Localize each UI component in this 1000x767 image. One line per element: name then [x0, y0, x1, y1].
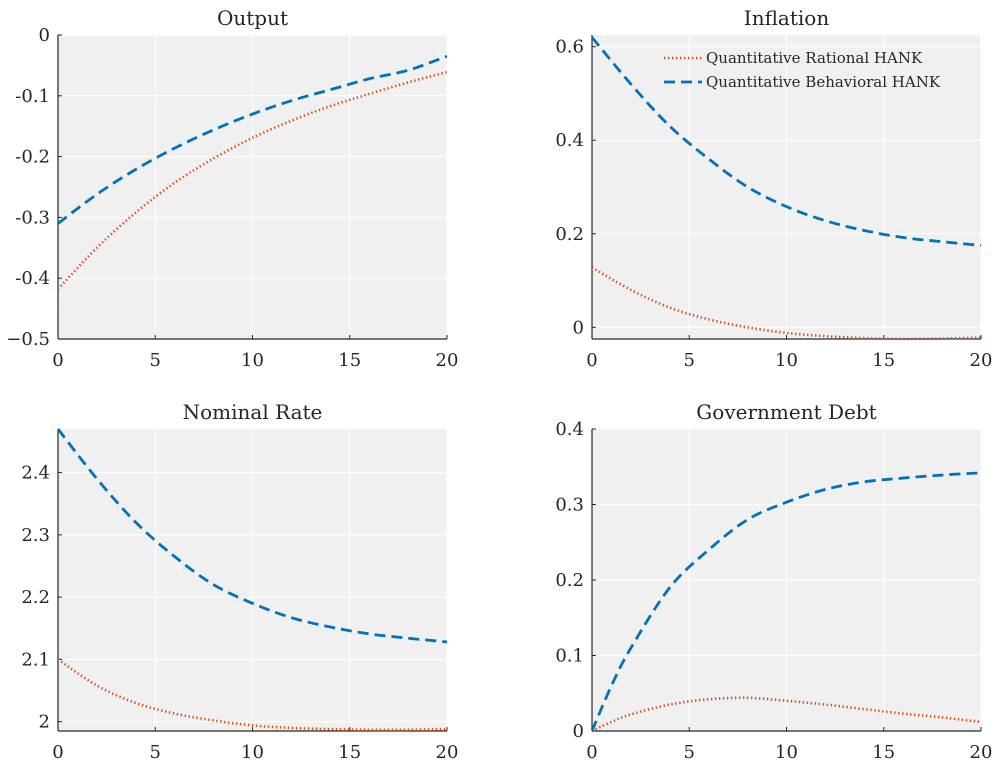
y-tick-label: 0 [573, 721, 584, 742]
x-tick-label: 10 [241, 350, 264, 371]
y-tick-label: -0.2 [15, 147, 50, 168]
x-tick-label: 5 [684, 742, 695, 763]
series-line-quantitative-rational-hank [58, 70, 447, 291]
y-tick-label: 2 [39, 712, 50, 733]
x-tick-label: 0 [586, 350, 597, 371]
x-tick-label: 10 [775, 350, 798, 371]
y-tick-label: 2.1 [21, 649, 50, 670]
chart-title: Nominal Rate [183, 400, 323, 424]
y-tick-label: 0.3 [555, 495, 584, 516]
y-tick-label: 0 [573, 317, 584, 338]
y-tick-label: 0.2 [555, 224, 584, 245]
subplot-2: 0 5 10 15 20 0 0.2 0.4 0.6 Inflation Quantitative … [555, 6, 992, 371]
x-tick-label: 0 [52, 350, 63, 371]
x-tick-label: 5 [684, 350, 695, 371]
x-tick-label: 20 [970, 742, 993, 763]
y-tick-label: 0.6 [555, 37, 584, 58]
series-line-quantitative-behavioral-hank [58, 428, 447, 644]
chart-title: Government Debt [696, 400, 876, 424]
legend-label: Quantitative Behavioral HANK [706, 73, 941, 91]
series-line-quantitative-behavioral-hank [592, 36, 981, 247]
y-tick-label: 2.2 [21, 587, 50, 608]
series-line-quantitative-rational-hank [592, 696, 981, 733]
y-tick-label: 0.4 [555, 419, 584, 440]
x-tick-label: 20 [436, 742, 459, 763]
chart-title: Output [217, 6, 288, 30]
y-tick-label: 0.2 [555, 570, 584, 591]
x-tick-label: 0 [586, 742, 597, 763]
subplot-1: 0 5 10 15 20 −0.5 -0.4 -0.3 -0.2 -0.1 0 Output [6, 6, 458, 371]
x-tick-label: 15 [872, 742, 895, 763]
y-tick-label: 2.4 [21, 463, 50, 484]
series-line-quantitative-rational-hank [58, 658, 447, 732]
legend-label: Quantitative Rational HANK [706, 49, 923, 67]
x-tick-label: 10 [775, 742, 798, 763]
x-tick-label: 15 [338, 742, 361, 763]
subplot-4: 0 5 10 15 20 0 0.1 0.2 0.3 0.4 Government Debt [555, 400, 992, 763]
x-tick-label: 15 [872, 350, 895, 371]
legend: Quantitative Rational HANK Quantitative B… [664, 49, 941, 91]
chart-title: Inflation [744, 6, 830, 30]
series-line-quantitative-behavioral-hank [592, 471, 981, 732]
x-tick-label: 15 [338, 350, 361, 371]
y-tick-label: 0.4 [555, 130, 584, 151]
y-tick-label: 0 [39, 25, 50, 46]
x-tick-label: 20 [970, 350, 993, 371]
x-tick-label: 5 [150, 350, 161, 371]
subplot-3: 0 5 10 15 20 2 2.1 2.2 2.3 2.4 Nominal Rate [21, 400, 458, 763]
x-tick-label: 5 [150, 742, 161, 763]
x-tick-label: 0 [52, 742, 63, 763]
y-tick-label: -0.1 [15, 86, 50, 107]
y-tick-label: -0.4 [15, 268, 50, 289]
x-tick-label: 20 [436, 350, 459, 371]
series-line-quantitative-behavioral-hank [58, 54, 447, 225]
y-tick-label: −0.5 [6, 329, 50, 350]
y-tick-label: 2.3 [21, 525, 50, 546]
y-tick-label: -0.3 [15, 207, 50, 228]
x-tick-label: 10 [241, 742, 264, 763]
y-tick-label: 0.1 [555, 646, 584, 667]
